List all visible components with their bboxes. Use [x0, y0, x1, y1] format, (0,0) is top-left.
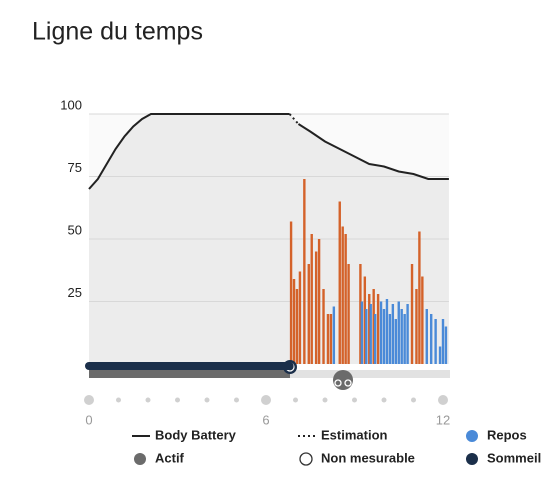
legend-label: Non mesurable — [321, 450, 415, 465]
bar — [344, 234, 347, 364]
bar — [415, 289, 418, 364]
x-minor-tick — [234, 397, 239, 403]
x-tick-label: 12 — [436, 412, 450, 427]
bar — [421, 276, 424, 364]
legend-label: Repos — [487, 427, 527, 442]
bar — [365, 309, 368, 364]
bike-icon[interactable] — [333, 370, 353, 390]
x-minor-tick — [145, 397, 151, 403]
bar — [406, 304, 409, 364]
bar — [373, 314, 377, 364]
bar — [347, 264, 350, 364]
bar — [295, 289, 299, 364]
x-minor-tick — [175, 397, 180, 403]
bar — [360, 301, 364, 364]
legend-icon — [134, 453, 146, 465]
legend-label: Actif — [155, 450, 185, 465]
x-minor-tick — [381, 397, 387, 403]
legend-icon — [299, 452, 313, 466]
bar — [382, 309, 386, 364]
battery-line — [88, 113, 449, 190]
x-minor-tick — [352, 397, 357, 403]
bar — [310, 234, 313, 364]
x-tick-dot — [261, 395, 271, 405]
x-minor-tick — [411, 397, 416, 403]
x-minor-tick — [116, 397, 121, 403]
bar — [307, 264, 310, 364]
x-tick-dot — [438, 395, 448, 405]
bar — [329, 314, 333, 364]
bar — [368, 294, 371, 364]
bar — [418, 231, 421, 364]
bar — [388, 314, 392, 364]
y-tick-label: 25 — [68, 285, 82, 300]
bar — [322, 289, 325, 364]
bar — [394, 319, 397, 364]
bar — [441, 319, 445, 364]
legend-label: Body Battery — [155, 427, 237, 442]
activity-strip — [89, 370, 290, 378]
x-tick-label: 0 — [85, 412, 92, 427]
bar — [425, 309, 428, 364]
x-tick-dot — [84, 395, 94, 405]
estimation-line — [288, 113, 300, 125]
chart-title: Ligne du temps — [32, 18, 203, 46]
bar — [444, 326, 448, 364]
y-tick-label: 75 — [68, 160, 82, 175]
legend-label: Sommeil — [487, 450, 541, 465]
x-minor-tick — [204, 397, 210, 403]
bar — [341, 226, 344, 364]
legend-icon — [466, 430, 478, 442]
bike-icon — [344, 379, 352, 387]
bar — [338, 201, 341, 364]
activity-strip — [290, 370, 450, 378]
legend-label: Estimation — [321, 427, 388, 442]
bar — [379, 301, 383, 364]
bar — [303, 179, 306, 364]
x-tick-label: 6 — [262, 412, 269, 427]
bar — [298, 271, 302, 364]
y-tick-label: 100 — [60, 97, 82, 112]
bar — [376, 294, 380, 364]
bar — [400, 309, 403, 364]
bar — [326, 314, 330, 364]
bar — [410, 264, 414, 364]
bar — [363, 276, 367, 364]
bar — [317, 239, 321, 364]
legend-icon — [466, 453, 478, 465]
bar — [391, 304, 395, 364]
bar — [332, 306, 336, 364]
bar — [372, 289, 375, 364]
bar — [359, 264, 362, 364]
bar — [385, 299, 389, 364]
y-tick-label: 50 — [68, 222, 82, 237]
bar — [369, 304, 372, 364]
bar — [289, 221, 293, 364]
bar — [430, 314, 433, 364]
bar — [397, 301, 400, 364]
bar — [314, 251, 318, 364]
bike-icon — [334, 379, 342, 387]
bar — [434, 319, 437, 364]
bar — [438, 346, 442, 364]
x-minor-tick — [322, 397, 328, 403]
x-minor-tick — [293, 397, 298, 403]
bar — [403, 314, 406, 364]
bar — [292, 279, 296, 364]
